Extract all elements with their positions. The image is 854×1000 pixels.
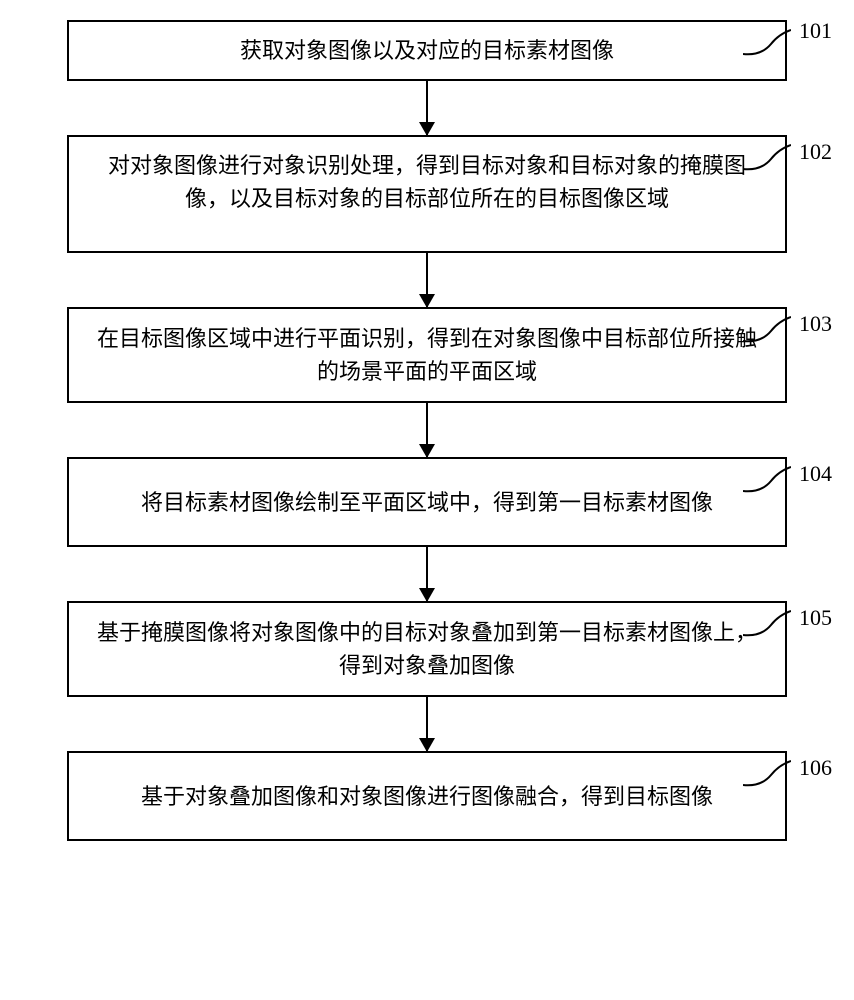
connector-path [743,761,791,785]
step-wrapper: 获取对象图像以及对应的目标素材图像 101 [40,20,814,135]
step-text: 将目标素材图像绘制至平面区域中，得到第一目标素材图像 [141,486,713,519]
connector-curve [743,26,791,62]
step-box-104: 将目标素材图像绘制至平面区域中，得到第一目标素材图像 [67,457,787,547]
step-text: 基于掩膜图像将对象图像中的目标对象叠加到第一目标素材图像上，得到对象叠加图像 [89,616,765,682]
arrow-down [426,253,428,307]
step-box-101: 获取对象图像以及对应的目标素材图像 [67,20,787,81]
connector-path [743,611,791,635]
connector-curve [743,313,791,349]
step-text: 获取对象图像以及对应的目标素材图像 [240,38,614,63]
step-label-106: 106 [799,757,832,779]
step-label-101: 101 [799,20,832,42]
step-wrapper: 对对象图像进行对象识别处理，得到目标对象和目标对象的掩膜图像，以及目标对象的目标… [40,135,814,307]
step-label-103: 103 [799,313,832,335]
step-label-104: 104 [799,463,832,485]
arrow-down [426,403,428,457]
connector-path [743,145,791,169]
arrow-down [426,697,428,751]
connector-path [743,30,791,54]
connector-curve [743,141,791,177]
step-text: 基于对象叠加图像和对象图像进行图像融合，得到目标图像 [141,780,713,813]
arrow-down [426,81,428,135]
connector-path [743,317,791,341]
step-text: 对对象图像进行对象识别处理，得到目标对象和目标对象的掩膜图像，以及目标对象的目标… [108,153,746,211]
connector-curve [743,607,791,643]
step-label-105: 105 [799,607,832,629]
arrow-down [426,547,428,601]
connector-curve [743,757,791,793]
step-wrapper: 基于掩膜图像将对象图像中的目标对象叠加到第一目标素材图像上，得到对象叠加图像 1… [40,601,814,751]
step-text: 在目标图像区域中进行平面识别，得到在对象图像中目标部位所接触的场景平面的平面区域 [89,322,765,388]
step-wrapper: 在目标图像区域中进行平面识别，得到在对象图像中目标部位所接触的场景平面的平面区域… [40,307,814,457]
step-box-106: 基于对象叠加图像和对象图像进行图像融合，得到目标图像 [67,751,787,841]
connector-path [743,467,791,491]
flowchart-container: 获取对象图像以及对应的目标素材图像 101 对对象图像进行对象识别处理，得到目标… [40,20,814,841]
step-box-103: 在目标图像区域中进行平面识别，得到在对象图像中目标部位所接触的场景平面的平面区域 [67,307,787,403]
step-box-105: 基于掩膜图像将对象图像中的目标对象叠加到第一目标素材图像上，得到对象叠加图像 [67,601,787,697]
connector-curve [743,463,791,499]
step-wrapper: 将目标素材图像绘制至平面区域中，得到第一目标素材图像 104 [40,457,814,601]
step-box-102: 对对象图像进行对象识别处理，得到目标对象和目标对象的掩膜图像，以及目标对象的目标… [67,135,787,253]
step-label-102: 102 [799,141,832,163]
step-wrapper: 基于对象叠加图像和对象图像进行图像融合，得到目标图像 106 [40,751,814,841]
